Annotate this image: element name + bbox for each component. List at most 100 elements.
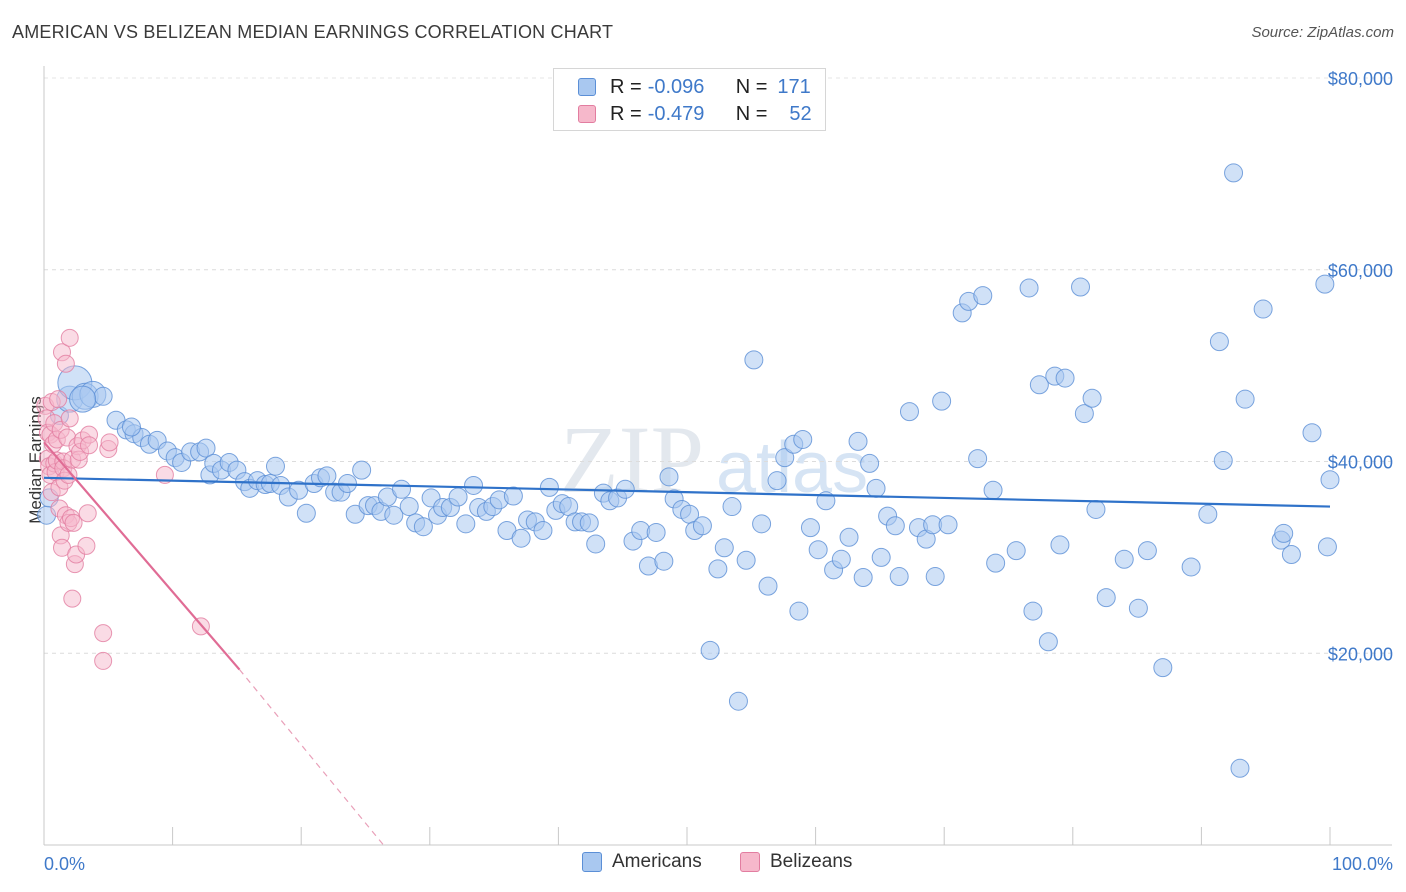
americans-point <box>1209 332 1229 352</box>
americans-point <box>1224 163 1244 183</box>
americans-point <box>399 497 419 517</box>
americans-point <box>533 521 553 541</box>
belizeans-point <box>94 651 113 670</box>
americans-point <box>722 497 742 517</box>
belizeans-point <box>60 409 79 428</box>
americans-point <box>752 514 772 534</box>
belizeans-legend-swatch <box>740 852 760 872</box>
stats-legend: R = -0.096 N = 171 R = -0.479 N = 52 <box>553 68 826 131</box>
americans-swatch <box>578 78 596 96</box>
americans-point <box>503 486 523 506</box>
series-belizeans <box>36 328 210 670</box>
y-tick-label: $40,000 <box>1328 453 1393 473</box>
americans-point <box>899 402 919 422</box>
belizeans-swatch <box>578 105 596 123</box>
americans-point <box>464 475 484 495</box>
americans-point <box>69 385 97 413</box>
americans-point <box>1038 632 1058 652</box>
y-tick-labels: $20,000 $40,000 $60,000 $80,000 <box>1328 69 1393 664</box>
americans-point <box>392 479 412 499</box>
americans-point <box>848 431 868 451</box>
americans-point <box>93 386 113 406</box>
x-tick-label: 0.0% <box>44 854 85 874</box>
americans-point <box>1198 504 1218 524</box>
belizeans-legend-label: Belizeans <box>770 851 853 872</box>
americans-point <box>853 568 873 588</box>
americans-point <box>1055 368 1075 388</box>
americans-point <box>265 456 285 476</box>
americans-trend-line <box>43 476 1331 508</box>
americans-point <box>1096 588 1116 608</box>
americans-point <box>932 391 952 411</box>
legend-n-label: N = <box>735 102 768 125</box>
legend-row-americans: R = -0.096 N = 171 <box>578 75 811 99</box>
americans-point <box>885 516 905 536</box>
americans-point <box>736 550 756 570</box>
americans-point <box>615 479 635 499</box>
americans-point <box>767 471 787 491</box>
belizeans-point <box>77 536 96 555</box>
americans-point <box>352 460 372 480</box>
source-label: Source: ZipAtlas.com <box>1251 24 1394 41</box>
americans-point <box>317 466 337 486</box>
americans-point <box>196 438 216 458</box>
legend-item-americans[interactable]: Americans <box>582 851 702 873</box>
americans-point <box>728 691 748 711</box>
legend-item-belizeans[interactable]: Belizeans <box>740 851 852 873</box>
americans-point <box>646 522 666 542</box>
legend-n-value: 171 <box>777 75 811 98</box>
legend-r-label: R = <box>610 102 642 125</box>
americans-point <box>714 538 734 558</box>
chart-title: AMERICAN VS BELIZEAN MEDIAN EARNINGS COR… <box>12 22 614 42</box>
americans-point <box>296 503 316 523</box>
belizeans-point <box>60 328 79 347</box>
americans-point <box>1086 499 1106 519</box>
legend-r-label: R = <box>610 75 642 98</box>
belizeans-point <box>80 436 99 455</box>
americans-point <box>1302 423 1322 443</box>
americans-point <box>654 551 674 571</box>
legend-r-value: -0.096 <box>647 75 705 98</box>
trend-lines <box>43 441 1331 846</box>
americans-point <box>579 513 599 533</box>
americans-point <box>1235 389 1255 409</box>
americans-point <box>659 467 679 487</box>
americans-point <box>511 528 531 548</box>
americans-point <box>1023 601 1043 621</box>
americans-point <box>1320 470 1340 490</box>
americans-point <box>121 417 141 437</box>
americans-point <box>1082 388 1102 408</box>
y-tick-label: $60,000 <box>1328 261 1393 281</box>
americans-point <box>384 505 404 525</box>
americans-point <box>1128 598 1148 618</box>
x-tick-labels: 0.0% 100.0% <box>44 854 1393 874</box>
americans-point <box>1153 658 1173 678</box>
americans-point <box>871 547 891 567</box>
americans-legend-label: Americans <box>612 851 702 872</box>
americans-point <box>1281 544 1301 564</box>
americans-point <box>831 549 851 569</box>
americans-legend-swatch <box>582 852 602 872</box>
belizeans-point <box>155 465 174 484</box>
americans-point <box>448 487 468 507</box>
americans-point <box>968 449 988 469</box>
americans-point <box>1029 375 1049 395</box>
americans-point <box>793 429 813 449</box>
y-tick-label: $20,000 <box>1328 644 1393 664</box>
americans-point <box>983 480 1003 500</box>
americans-point <box>866 478 886 498</box>
belizeans-point <box>94 624 113 643</box>
americans-point <box>413 517 433 537</box>
americans-point <box>700 640 720 660</box>
belizeans-point <box>63 589 82 608</box>
americans-point <box>692 516 712 536</box>
americans-point <box>986 553 1006 573</box>
americans-point <box>889 567 909 587</box>
americans-point <box>1230 758 1250 778</box>
legend-row-belizeans: R = -0.479 N = 52 <box>578 102 812 126</box>
legend-n-label: N = <box>735 75 768 98</box>
americans-point <box>1315 274 1335 294</box>
americans-point <box>1317 537 1337 557</box>
americans-point <box>1213 451 1233 471</box>
